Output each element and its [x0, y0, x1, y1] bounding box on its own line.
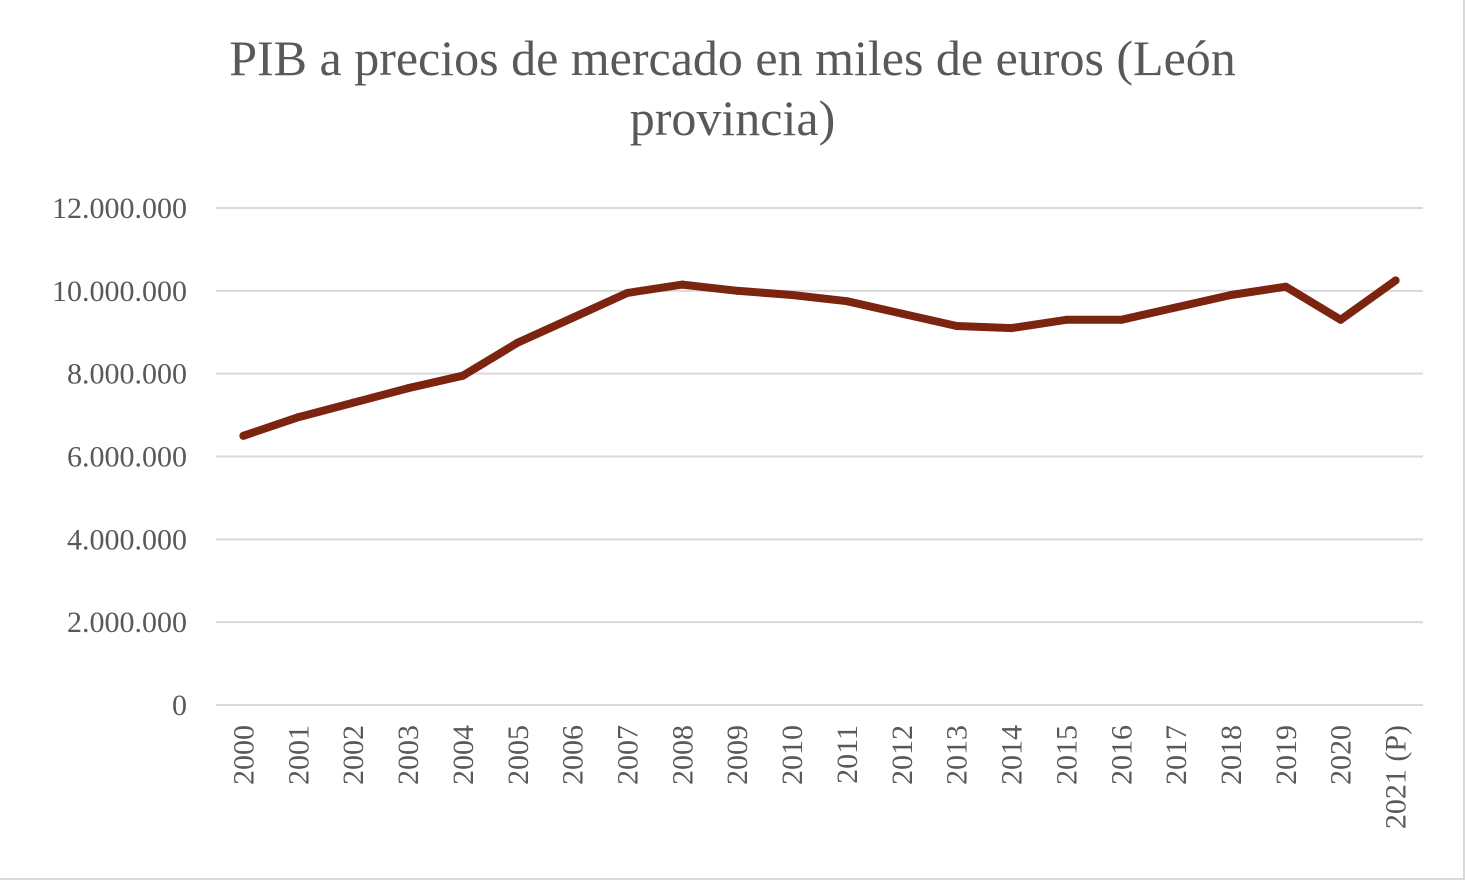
x-tick-label: 2014 [996, 725, 1029, 785]
x-tick-label: 2002 [337, 725, 370, 785]
data-point [349, 398, 358, 407]
data-point [842, 297, 851, 306]
x-tick-label: 2008 [666, 725, 699, 785]
x-tick-label: 2016 [1105, 725, 1138, 785]
y-tick-label: 10.000.000 [52, 275, 187, 308]
y-tick-label: 2.000.000 [67, 606, 187, 639]
data-point [733, 286, 742, 295]
data-point [568, 313, 577, 322]
data-point [623, 288, 632, 297]
data-point [1007, 324, 1016, 333]
data-point [952, 322, 961, 331]
x-tick-label: 2018 [1215, 725, 1248, 785]
x-tick-label: 2003 [392, 725, 425, 785]
data-point [239, 431, 248, 440]
chart-title: PIB a precios de mercado en miles de eur… [229, 30, 1236, 146]
x-tick-label: 2005 [502, 725, 535, 785]
x-tick-label: 2020 [1325, 725, 1358, 785]
x-tick-label: 2001 [282, 725, 315, 785]
y-axis-tick-labels: 0 2.000.000 4.000.000 6.000.000 8.000.000 10.… [52, 192, 187, 722]
data-point [1172, 303, 1181, 312]
data-point [1062, 315, 1071, 324]
x-tick-label: 2006 [557, 725, 590, 785]
x-tick-label: 2017 [1160, 725, 1193, 785]
data-point [1391, 276, 1400, 285]
series-line [239, 276, 1400, 440]
data-point [513, 338, 522, 347]
x-tick-label: 2013 [941, 725, 974, 785]
x-tick-label: 2004 [447, 725, 480, 785]
x-tick-label: 2009 [721, 725, 754, 785]
x-axis-tick-labels: 2000 2001 2002 2003 2004 2005 2006 2007 2008 2009… [227, 725, 1412, 829]
x-tick-label: 2015 [1050, 725, 1083, 785]
data-point [788, 290, 797, 299]
data-point [458, 371, 467, 380]
data-point [1281, 282, 1290, 291]
y-tick-label: 8.000.000 [67, 358, 187, 391]
series-layer [239, 276, 1400, 440]
y-tick-label: 6.000.000 [67, 441, 187, 474]
data-point [678, 280, 687, 289]
x-tick-label: 2011 [831, 725, 864, 784]
data-point [1117, 315, 1126, 324]
x-tick-label: 2010 [776, 725, 809, 785]
data-point [294, 413, 303, 422]
x-tick-label: 2007 [611, 725, 644, 785]
data-point [897, 309, 906, 318]
data-point [1336, 315, 1345, 324]
y-tick-label: 12.000.000 [52, 192, 187, 225]
x-tick-label: 2019 [1270, 725, 1303, 785]
y-tick-label: 0 [172, 689, 187, 722]
gridlines [216, 207, 1423, 706]
data-point [404, 384, 413, 393]
x-tick-label: 2000 [227, 725, 260, 785]
x-tick-label: 2012 [886, 725, 919, 785]
y-tick-label: 4.000.000 [67, 523, 187, 556]
data-point [1226, 290, 1235, 299]
x-tick-label: 2021 (P) [1380, 725, 1413, 829]
